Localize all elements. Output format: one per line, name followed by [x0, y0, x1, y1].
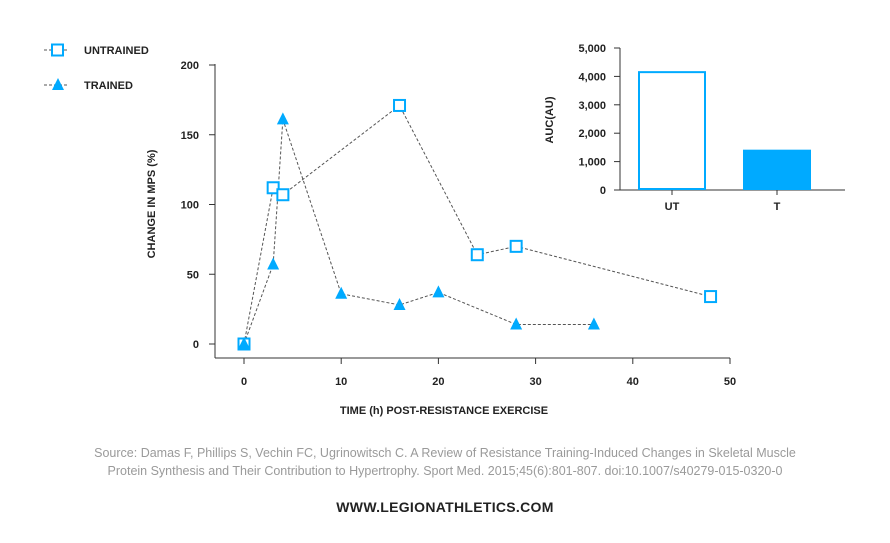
untrained-point	[266, 181, 280, 195]
trained-point	[393, 297, 406, 310]
inset-y-tick-label: 4,000	[578, 71, 606, 83]
inset-y-tick-label: 0	[600, 185, 606, 197]
main-ticks: 0 10 20 30 40 50 0 50 100 150 200	[181, 60, 736, 388]
source-line-1: Source: Damas F, Phillips S, Vechin FC, …	[94, 446, 796, 460]
trained-point	[510, 317, 523, 330]
legend-untrained-label: UNTRAINED	[84, 45, 149, 57]
inset-x-tick-label: UT	[665, 201, 680, 213]
website-url: WWW.LEGIONATHLETICS.COM	[336, 499, 554, 515]
x-tick-label: 0	[241, 376, 247, 388]
y-tick-label: 50	[187, 269, 199, 281]
trained-point	[238, 337, 250, 349]
x-tick-label: 30	[529, 376, 541, 388]
legend: UNTRAINED TRAINED	[44, 43, 149, 92]
untrained-point	[276, 188, 290, 202]
source-citation: Source: Damas F, Phillips S, Vechin FC, …	[0, 444, 890, 480]
bar-ut	[638, 71, 706, 190]
main-y-axis-label: CHANGE IN MPS (%)	[146, 149, 158, 258]
y-tick-label: 150	[181, 130, 199, 142]
x-tick-label: 50	[724, 376, 736, 388]
trained-point	[267, 257, 280, 270]
x-tick-label: 20	[432, 376, 444, 388]
y-tick-label: 0	[193, 339, 199, 351]
y-tick-label: 200	[181, 60, 199, 72]
trained-point	[335, 286, 348, 299]
main-x-axis-label: TIME (h) POST-RESISTANCE EXERCISE	[340, 405, 548, 417]
inset-y-tick-label: 3,000	[578, 100, 606, 112]
x-tick-label: 40	[627, 376, 639, 388]
trained-point	[276, 112, 289, 125]
main-axes	[214, 64, 730, 359]
untrained-point	[704, 290, 718, 304]
trained-series-line	[243, 119, 594, 345]
inset-x-tick-label: T	[774, 201, 781, 213]
inset-ticks: 0 1,000 2,000 3,000 4,000 5,000	[578, 43, 620, 197]
inset-y-tick-label: 2,000	[578, 128, 606, 140]
inset-y-tick-label: 5,000	[578, 43, 606, 55]
main-series	[237, 98, 718, 351]
legend-trained-marker	[52, 78, 64, 90]
inset-y-tick-label: 1,000	[578, 157, 606, 169]
trained-point	[432, 285, 445, 298]
trained-point	[587, 317, 600, 330]
legend-trained-label: TRAINED	[84, 80, 133, 92]
inset-y-axis-label: AUC(AU)	[544, 96, 556, 143]
x-tick-label: 10	[335, 376, 347, 388]
inset-bars: UT T	[638, 71, 811, 213]
legend-untrained-marker	[51, 43, 64, 57]
bar-t	[743, 149, 811, 190]
untrained-point	[393, 98, 407, 112]
untrained-point	[470, 248, 484, 262]
y-tick-label: 100	[181, 200, 199, 212]
untrained-point	[509, 239, 523, 253]
source-line-2: Protein Synthesis and Their Contribution…	[107, 464, 783, 478]
